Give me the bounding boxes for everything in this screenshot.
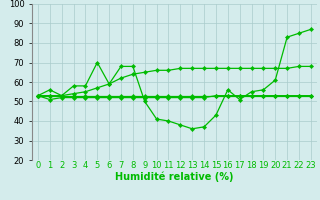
X-axis label: Humidité relative (%): Humidité relative (%) [115,172,234,182]
